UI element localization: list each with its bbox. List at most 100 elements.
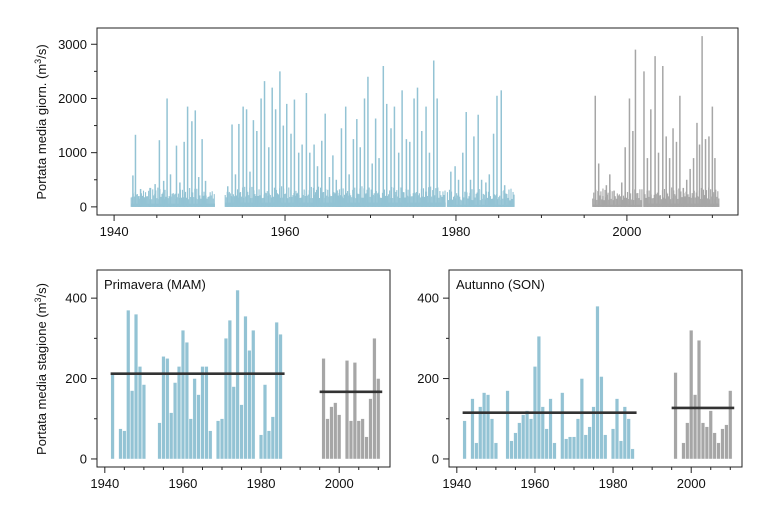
seasonal-bar — [462, 420, 467, 460]
seasonal-bar — [536, 336, 541, 460]
seasonal-bar — [243, 316, 248, 460]
daily-discharge-bars — [130, 36, 720, 207]
seasonal-bar — [626, 418, 631, 460]
seasonal-bar — [122, 430, 127, 460]
y-tick-label: 200 — [65, 371, 87, 386]
seasonal-bar — [681, 442, 686, 460]
y-tick-label: 0 — [432, 451, 439, 466]
seasonal-bar — [716, 442, 721, 460]
seasonal-bar — [157, 422, 162, 460]
seasonal-bar — [161, 356, 166, 460]
seasonal-bar — [529, 418, 533, 460]
y-tick-label: 1000 — [58, 145, 87, 160]
seasonal-bar — [368, 398, 373, 460]
seasonal-bar — [622, 406, 627, 460]
seasonal-bar — [173, 382, 178, 460]
seasonal-bar — [376, 378, 381, 460]
seasonal-bar — [470, 398, 475, 460]
seasonal-bar — [560, 392, 565, 460]
seasonal-bar — [513, 432, 518, 460]
seasonal-bar — [356, 420, 361, 460]
seasonal-bar — [220, 418, 224, 460]
x-tick-label: 1960 — [520, 476, 549, 491]
seasonal-bar — [231, 386, 236, 460]
seasonal-bar — [564, 438, 569, 460]
daily-axes: 1940 1960 1980 2000 0 1000 2000 3000 — [58, 37, 713, 239]
seasonal-bar — [169, 412, 174, 460]
seasonal-bar — [181, 330, 185, 460]
seasonal-bar — [548, 398, 553, 460]
seasonal-bar — [118, 428, 123, 460]
seasonal-bar — [274, 322, 279, 460]
seasonal-bar — [587, 426, 592, 460]
seasonal-bar — [693, 394, 698, 460]
seasonal-bar — [126, 310, 131, 460]
y-tick-label: 400 — [65, 291, 87, 306]
autumn-axes: 1940 1960 1980 2000 0 200 400 — [417, 291, 731, 491]
seasonal-bar — [138, 366, 142, 460]
y-tick-label: 400 — [417, 291, 439, 306]
seasonal-bar — [130, 390, 135, 460]
seasonal-bar — [196, 394, 201, 460]
x-tick-label: 1980 — [441, 224, 470, 239]
seasonal-bar — [493, 442, 498, 460]
seasonal-bar — [490, 418, 494, 460]
autumn-panel-title: Autunno (SON) — [456, 277, 545, 292]
seasonal-bar — [568, 436, 573, 460]
seasonal-bar — [618, 440, 623, 460]
seasonal-bar — [188, 418, 193, 460]
seasonal-bar — [701, 422, 705, 460]
seasonal-bar — [474, 442, 479, 460]
seasonal-bar — [544, 428, 549, 460]
seasonal-bar — [349, 420, 353, 460]
seasonal-bar — [278, 334, 283, 460]
x-tick-label: 2000 — [325, 476, 354, 491]
seasonal-bar — [591, 406, 596, 460]
seasonal-bar — [208, 430, 213, 460]
seasonal-bar — [482, 392, 487, 460]
seasonal-bar — [478, 406, 483, 460]
seasonal-bar — [615, 398, 619, 460]
seasonal-bar — [110, 374, 115, 460]
seasonal-bar — [720, 428, 725, 460]
autumn-plot-frame — [448, 269, 743, 468]
seasonal-bar — [239, 404, 244, 460]
seasonal-bar — [599, 376, 604, 460]
seasonal-bar — [184, 342, 189, 460]
seasonal-bar — [576, 418, 580, 460]
seasonal-bar — [337, 414, 342, 460]
seasonal-bar — [712, 432, 717, 460]
seasonal-bar — [583, 434, 588, 460]
y-tick-label: 0 — [80, 451, 87, 466]
x-tick-label: 1940 — [90, 476, 119, 491]
seasonal-bar — [611, 428, 615, 460]
seasonal-bar — [704, 426, 709, 460]
seasonal-bar — [345, 360, 349, 460]
seasonal-bar — [352, 362, 357, 460]
seasonal-bar — [333, 402, 338, 460]
seasonal-bar — [372, 338, 377, 460]
daily-discharge-panel: 1940 1960 1980 2000 0 1000 2000 3000 Portata me… — [33, 27, 739, 239]
seasonal-bar — [270, 416, 275, 460]
seasonal-bar — [509, 440, 514, 460]
seasonal-bar — [552, 442, 557, 460]
y-tick-label: 0 — [80, 199, 87, 214]
seasonal-bar — [329, 406, 334, 460]
seasonal-bar — [689, 330, 694, 460]
seasonal-bar — [263, 384, 267, 460]
spring-plot-frame — [96, 269, 391, 468]
seasonal-bar — [192, 378, 197, 460]
seasonal-bar — [134, 314, 138, 460]
seasonal-bar — [266, 430, 271, 460]
spring-bars — [110, 289, 383, 460]
seasonal-bar — [177, 366, 181, 460]
seasonal-bar — [630, 448, 635, 460]
seasonal-bar — [259, 434, 263, 460]
seasonal-bar — [251, 330, 256, 460]
seasonal-bar — [224, 338, 228, 460]
seasonal-bar — [204, 366, 209, 460]
x-tick-label: 2000 — [612, 224, 641, 239]
seasonal-bar — [595, 306, 600, 460]
